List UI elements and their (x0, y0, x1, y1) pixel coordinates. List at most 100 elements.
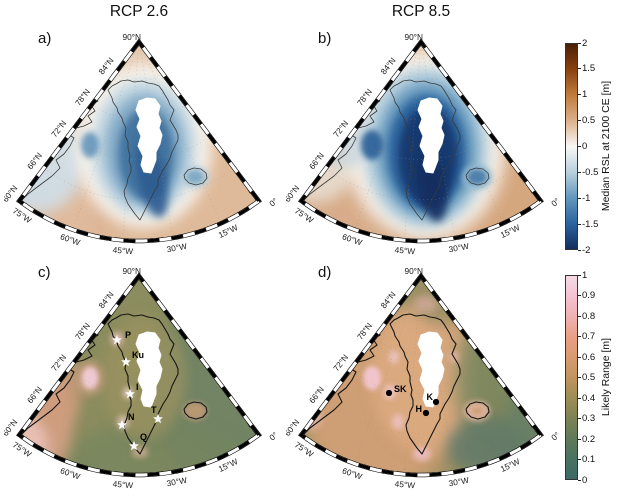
field-blob (81, 132, 99, 158)
colorbar-likely-range-tick-mark (578, 377, 581, 378)
panel-letter-a: a) (38, 30, 52, 47)
longitude-label: 0° (267, 430, 280, 443)
site-marker-label-i: I (136, 382, 139, 392)
colorbar-likely-range-tick-label: 0.3 (582, 413, 596, 424)
colorbar-median-rsl-tick-mark (578, 94, 581, 96)
graticule (325, 42, 512, 241)
panel-letter-c: c) (38, 264, 51, 281)
graticule-latitude-arc (68, 369, 207, 394)
longitude-label: 0° (549, 196, 562, 209)
graticule-latitude-arc (373, 104, 466, 121)
latitude-label: 90°N (122, 266, 141, 276)
graticule (43, 276, 230, 475)
longitude-label: 45°W (394, 479, 415, 491)
graticule-latitude-arc (397, 72, 444, 82)
site-marker-label-p: P (125, 330, 131, 340)
coastline (465, 401, 490, 420)
longitude-label: 45°W (112, 245, 133, 257)
colorbar-likely-range-tick-label: 0 (582, 474, 588, 486)
map-panel-d: SKKH90°N84°N78°N72°N66°N60°N75°W60°W45°W… (286, 266, 562, 491)
colorbar-likely-range-tick-mark (578, 315, 581, 317)
site-marker-star-n (117, 419, 127, 430)
colorbar-likely-range-tick-mark (578, 397, 581, 399)
coastline (183, 401, 208, 420)
colorbar-median-rsl-tick-mark (578, 120, 581, 122)
site-marker-star-q (129, 440, 139, 451)
colorbar-likely-range-tick-label: 0.1 (582, 454, 596, 465)
graticule-latitude-arc (350, 369, 489, 394)
map-panel-c: PKuINTQ90°N84°N78°N72°N66°N60°N75°W60°W4… (4, 266, 280, 491)
graticule (325, 276, 512, 475)
site-marker-label-n: N (128, 412, 135, 422)
colorbar-median-rsl-tick-mark (578, 197, 581, 199)
colorbar-median-rsl-tick-label: -1 (582, 192, 591, 204)
map-panel-a: 90°N84°N78°N72°N66°N60°N75°W60°W45°W 30°W… (4, 32, 280, 257)
colorbar-median-rsl-tick-label: -1.5 (582, 218, 599, 230)
colorbar-likely-range-tick-mark (578, 336, 581, 337)
site-marker-star-ku (121, 356, 131, 367)
map-border-dashes (16, 39, 262, 243)
graticule-latitude-arc (115, 72, 162, 82)
colorbar-median-rsl-tick-mark (578, 146, 581, 147)
column-title-rcp26: RCP 2.6 (109, 3, 169, 20)
longitude-label: 45°W (112, 479, 133, 491)
colorbar-likely-range-tick-label: 0.6 (582, 351, 596, 363)
longitude-label: 30°W (448, 475, 470, 489)
colorbar-likely-range-tick-mark (578, 459, 581, 460)
colorbar-median-rsl-tick-mark (578, 223, 581, 225)
colorbar-median-rsl-tick-label: 2 (582, 37, 588, 49)
site-marker-dot-k (432, 398, 440, 406)
colorbar-median-rsl-label: Median RSL at 2100 CE [m] (600, 80, 612, 212)
site-marker-star-i (125, 388, 135, 399)
field-blob (361, 130, 383, 160)
longitude-label: 45°W (394, 245, 415, 257)
column-title-rcp85: RCP 8.5 (391, 3, 451, 20)
greenland-coastline (107, 79, 179, 221)
graticule-latitude-arc (91, 338, 184, 355)
colorbar-median-rsl-tick-mark (578, 171, 581, 173)
graticule-latitude-arc (115, 306, 162, 316)
graticule-latitude-arc (91, 104, 184, 121)
coastline (183, 167, 208, 186)
graticule-latitude-arc (350, 135, 489, 160)
colorbar-median-rsl-tick-mark (578, 42, 581, 44)
coastline (504, 376, 511, 383)
longitude-label: 30°W (166, 475, 188, 489)
graticule-latitude-arc (373, 338, 466, 355)
graticule-latitude-arc (397, 306, 444, 316)
panel-letter-d: d) (318, 264, 332, 281)
map-border (16, 38, 262, 244)
colorbar-median-rsl (565, 43, 578, 250)
graticule-latitude-arc (68, 135, 207, 160)
coastline (465, 167, 490, 186)
field-blob (189, 407, 201, 415)
colorbar-likely-range-tick-label: 1 (582, 269, 588, 281)
map-border-dashes (298, 273, 544, 477)
colorbar-median-rsl-tick-label: -2 (582, 244, 591, 256)
longitude-label: 30°W (448, 241, 470, 255)
longitude-label: 30°W (166, 241, 188, 255)
colorbar-likely-range-tick-mark (578, 418, 581, 419)
site-marker-label-h: H (416, 404, 423, 414)
map-border-dashes (298, 39, 544, 243)
site-marker-dot-h (422, 409, 430, 417)
site-marker-star-t (153, 413, 163, 424)
ice-sheet-mask (135, 331, 163, 408)
map-border-dashes (16, 273, 262, 477)
field-blob (389, 350, 399, 364)
greenland-coastline (389, 313, 461, 455)
longitude-label: 0° (549, 430, 562, 443)
site-marker-label-ku: Ku (132, 350, 144, 360)
colorbar-likely-range-tick-mark (578, 295, 581, 296)
ice-sheet-mask (417, 97, 445, 174)
colorbar-median-rsl-tick-label: 1.5 (582, 63, 596, 75)
map-border (298, 38, 544, 244)
ice-sheet-mask (417, 331, 445, 408)
colorbar-likely-range-tick-label: 0.8 (582, 310, 596, 322)
greenland-coastline (389, 79, 461, 221)
site-markers: PKu I N T Q (112, 330, 163, 451)
longitude-label: 0° (267, 196, 280, 209)
ice-sheet-mask (135, 97, 163, 174)
field-blob (471, 407, 483, 415)
